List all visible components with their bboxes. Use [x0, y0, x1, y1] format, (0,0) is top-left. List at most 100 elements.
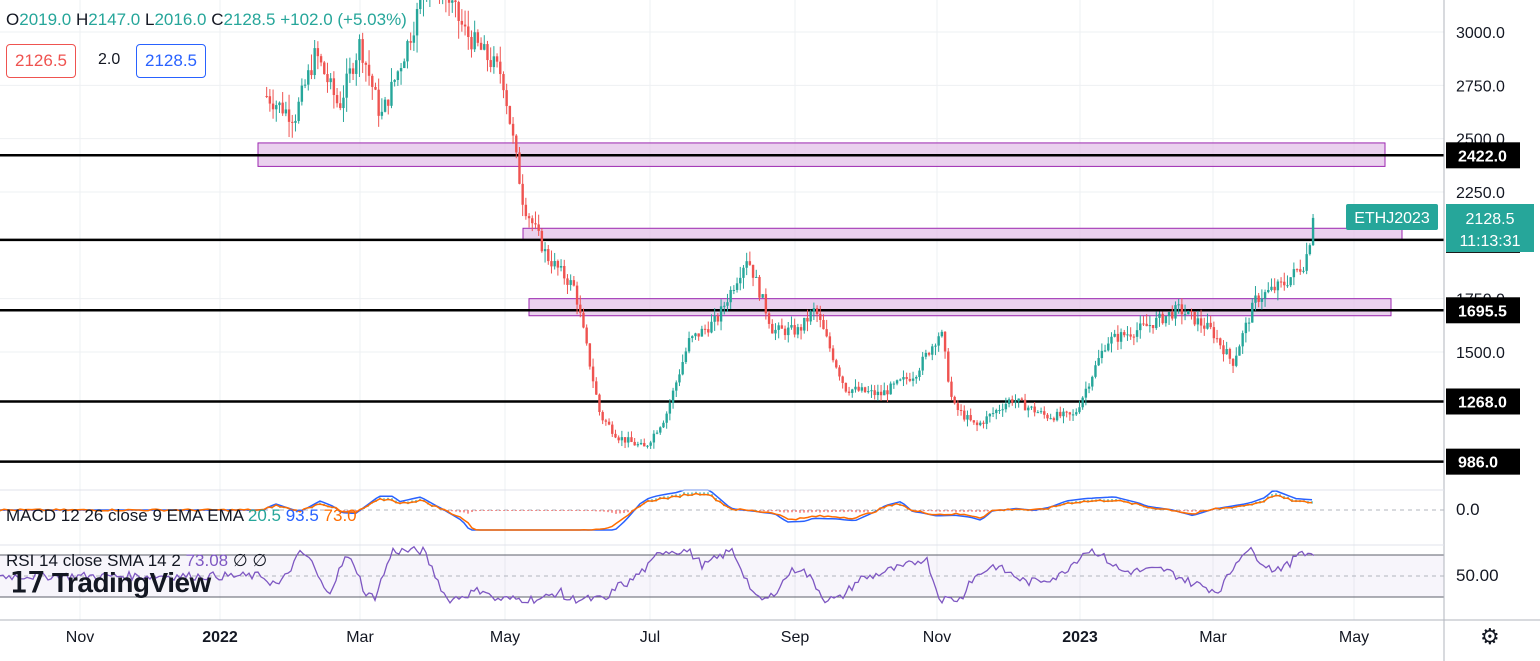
sell-button[interactable]: 2126.5 [6, 44, 76, 78]
candle [655, 432, 659, 434]
candle [569, 280, 572, 285]
macd-axis-label: 0.0 [1456, 500, 1480, 519]
macd-hist-bar [851, 510, 853, 512]
macd-hist-bar [803, 510, 805, 513]
candle [492, 56, 496, 68]
candle [659, 427, 662, 433]
macd-hist-bar [455, 510, 457, 512]
candle [739, 277, 742, 284]
candle [300, 85, 304, 102]
candle [972, 420, 976, 423]
close-value: 2128.5 [223, 10, 276, 29]
candle [470, 36, 473, 50]
time-axis[interactable]: Nov 2022 Mar May Jul Sep Nov 2023 Mar May [66, 629, 1369, 646]
candle [1183, 314, 1187, 316]
candle [630, 437, 633, 442]
bar-countdown: 11:13:31 [1459, 233, 1520, 250]
macd-hist-bar [459, 510, 461, 513]
candle [806, 317, 809, 322]
candle [1007, 399, 1011, 404]
candle [723, 305, 726, 307]
candle [956, 403, 960, 410]
macd-hist-bar [503, 510, 505, 511]
candle [390, 81, 393, 106]
candle [1036, 412, 1040, 414]
candle [575, 285, 579, 305]
candle [281, 102, 284, 114]
macd-hist-bar [771, 510, 773, 512]
macd-hist-value: 20.5 [247, 506, 281, 525]
candle [409, 41, 412, 43]
candle [1190, 311, 1193, 313]
level-label: 986.0 [1458, 455, 1498, 472]
candle [1196, 318, 1200, 325]
macd-hist-bar [987, 510, 989, 512]
candle [1014, 401, 1017, 403]
level-label: 2422.0 [1458, 148, 1507, 165]
candle [652, 433, 656, 443]
candle [742, 267, 745, 278]
buy-button[interactable]: 2128.5 [136, 44, 206, 78]
rsi-line [0, 545, 1315, 605]
candle [591, 366, 595, 382]
candle [1231, 358, 1235, 366]
candle [547, 249, 550, 262]
candle [1171, 312, 1174, 319]
candle [1302, 270, 1305, 272]
macd-hist-bar [595, 510, 597, 512]
macd-legend[interactable]: MACD 12 26 close 9 EMA EMA 20.5 93.5 73.… [6, 506, 357, 526]
candle [419, 0, 422, 10]
candle [940, 331, 944, 337]
time-tick-label: Sep [781, 629, 810, 646]
macd-pane [0, 489, 1444, 531]
candle [694, 333, 697, 337]
candle [1084, 388, 1088, 398]
macd-hist-bar [499, 510, 501, 511]
candle [534, 223, 537, 225]
candle [899, 379, 902, 381]
candle [841, 376, 844, 383]
candle [412, 35, 416, 43]
candle [639, 442, 643, 445]
macd-hist-bar [579, 510, 581, 511]
candle [1267, 289, 1270, 293]
high-label: H [75, 10, 89, 29]
rsi-legend[interactable]: RSI 14 close SMA 14 2 73.08 ∅ ∅ [6, 551, 267, 571]
candle [396, 71, 400, 80]
macd-hist-bar [823, 510, 825, 512]
candle [303, 84, 307, 86]
candle [825, 329, 828, 337]
gear-icon[interactable]: ⚙ [1480, 624, 1500, 649]
macd-hist-bar [355, 510, 357, 512]
candle [735, 283, 739, 290]
candle [585, 327, 588, 344]
candle [1062, 411, 1065, 417]
candle [598, 394, 601, 413]
candle [335, 95, 339, 104]
macd-hist-bar [551, 510, 553, 511]
candle [540, 230, 544, 252]
low-value: 2016.0 [154, 10, 207, 29]
candle [355, 60, 358, 74]
macd-hist-bar [763, 510, 765, 512]
macd-hist-bar [523, 510, 525, 511]
level-label: 1695.5 [1458, 303, 1507, 320]
candle [905, 377, 908, 379]
candle [828, 336, 832, 349]
candle [758, 276, 761, 298]
candle [691, 336, 694, 339]
macd-hist-bar [755, 510, 757, 512]
candle [783, 328, 787, 336]
candle [892, 383, 896, 385]
candle [268, 96, 272, 104]
rsi-sma-value: ∅ [232, 551, 248, 570]
macd-hist-bar [767, 510, 769, 512]
candle [604, 420, 608, 422]
candle [1059, 411, 1062, 417]
candle [668, 402, 672, 414]
tradingview-logo-icon: 𝟣𝟩 [10, 567, 45, 598]
candle [1254, 295, 1257, 303]
candle [329, 78, 332, 83]
candle [799, 327, 803, 331]
